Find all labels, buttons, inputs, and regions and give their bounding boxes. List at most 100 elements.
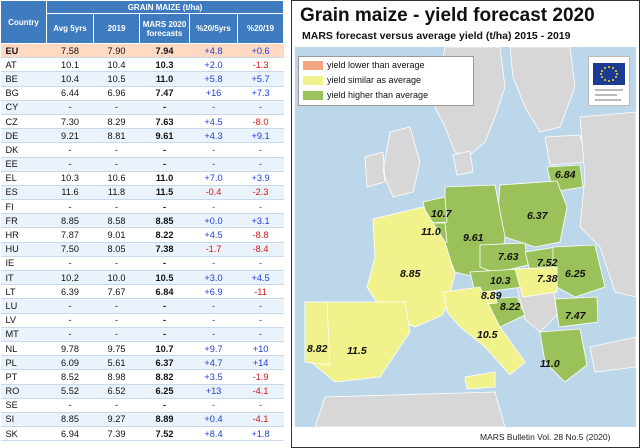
cell-forecast: 6.84 xyxy=(139,284,190,300)
cell-forecast: 10.3 xyxy=(139,57,190,73)
cell-avg-5yrs: 9.21 xyxy=(46,128,94,144)
cell-country: HU xyxy=(0,242,47,257)
cell-country: LT xyxy=(0,284,47,300)
cell-forecast: - xyxy=(139,142,190,158)
cell-pct-5yrs: - xyxy=(189,199,238,215)
cell-pct-5yrs: - xyxy=(189,157,238,172)
cell-pct-5yrs: +3.0 xyxy=(189,270,238,286)
table-row: CZ 7.30 8.29 7.63 +4.5 -8.0 xyxy=(0,114,284,130)
eastern-land xyxy=(579,111,636,298)
cell-avg-5yrs: 8.85 xyxy=(46,213,94,229)
table-row: ES 11.6 11.8 11.5 -0.4 -2.3 xyxy=(0,185,284,201)
table-row: HR 7.87 9.01 8.22 +4.5 -8.8 xyxy=(0,227,284,243)
cell-pct-19: +4.5 xyxy=(237,270,284,286)
cell-pct-19: -8.4 xyxy=(237,242,284,257)
cell-avg-5yrs: 10.4 xyxy=(46,71,94,87)
cell-y2019: - xyxy=(93,327,140,342)
table-row: PT 8.52 8.98 8.82 +3.5 -1.9 xyxy=(0,369,284,385)
cell-avg-5yrs: 8.85 xyxy=(46,412,94,428)
map-legend: yield lower than average yield similar a… xyxy=(298,56,474,106)
cell-pct-5yrs: - xyxy=(189,398,238,413)
cell-country: AT xyxy=(0,57,47,73)
table-body: EU 7.58 7.90 7.94 +4.8 +0.6 AT 10.1 10.4 10.3 +2.0… xyxy=(0,43,284,442)
cell-forecast: 8.85 xyxy=(139,213,190,229)
cell-country: CY xyxy=(0,100,47,115)
cell-pct-5yrs: +5.8 xyxy=(189,71,238,87)
cell-pct-5yrs: +2.0 xyxy=(189,57,238,73)
cell-pct-19: -4.1 xyxy=(237,384,284,399)
table-row: MT - - - - - xyxy=(0,327,284,342)
cell-y2019: - xyxy=(93,157,140,172)
group-header: GRAIN MAIZE (t/ha) xyxy=(45,0,285,14)
cell-pct-5yrs: +0.0 xyxy=(189,213,238,229)
cell-country: LV xyxy=(0,313,47,328)
cell-country: MT xyxy=(0,327,47,342)
cell-pct-19: -11 xyxy=(237,284,284,300)
cell-forecast: 6.37 xyxy=(139,355,190,371)
cell-pct-5yrs: +4.7 xyxy=(189,355,238,371)
legend-swatch-lower xyxy=(303,61,323,71)
table-row: LT 6.39 7.67 6.84 +6.9 -11 xyxy=(0,284,284,300)
cell-avg-5yrs: - xyxy=(46,142,94,158)
cell-forecast: - xyxy=(139,199,190,215)
table-row: CY - - - - - xyxy=(0,100,284,115)
cell-pct-5yrs: +7.0 xyxy=(189,171,238,186)
eu-flag-icon xyxy=(593,63,625,101)
col-header-pct-5yrs: %20/5yrs xyxy=(189,13,238,44)
cell-pct-5yrs: - xyxy=(189,298,238,314)
legend-label-lower: yield lower than average xyxy=(327,60,425,70)
legend-swatch-similar xyxy=(303,76,323,86)
table-row: LU - - - - - xyxy=(0,298,284,314)
table-row: IE - - - - - xyxy=(0,256,284,272)
greece-region xyxy=(539,328,588,383)
cell-avg-5yrs: 11.6 xyxy=(46,185,94,201)
cell-y2019: 7.39 xyxy=(93,426,140,442)
cell-y2019: 8.98 xyxy=(93,369,140,385)
cell-y2019: 10.4 xyxy=(93,57,140,73)
region-value-label: 8.22 xyxy=(500,301,521,313)
region-value-label: 10.3 xyxy=(490,275,511,287)
region-value-label: 6.84 xyxy=(555,169,576,181)
cell-y2019: 6.52 xyxy=(93,384,140,399)
cell-pct-5yrs: +0.4 xyxy=(189,412,238,428)
table-row: DK - - - - - xyxy=(0,142,284,158)
col-header-avg: Avg 5yrs xyxy=(46,13,94,44)
cell-forecast: 11.0 xyxy=(139,71,190,87)
col-header-pct-19: %20/19 xyxy=(236,13,285,44)
cell-pct-19: - xyxy=(237,157,284,172)
cell-avg-5yrs: 9.78 xyxy=(46,341,94,357)
cell-pct-19: -2.3 xyxy=(237,185,284,201)
cell-pct-19: -1.3 xyxy=(237,57,284,73)
cell-country: DE xyxy=(0,128,47,144)
legend-label-higher: yield higher than average xyxy=(327,90,429,100)
cell-y2019: 7.90 xyxy=(93,43,140,59)
table-row: SE - - - - - xyxy=(0,398,284,413)
table-row: RO 5.52 6.52 6.25 +13 -4.1 xyxy=(0,384,284,399)
region-value-label: 6.37 xyxy=(527,210,549,222)
col-header-forecast: MARS 2020 forecasts xyxy=(139,13,190,44)
cell-pct-5yrs: -1.7 xyxy=(189,242,238,257)
cell-pct-5yrs: +8.4 xyxy=(189,426,238,442)
cell-pct-5yrs: +16 xyxy=(189,86,238,101)
cell-forecast: - xyxy=(139,398,190,413)
cell-y2019: 7.67 xyxy=(93,284,140,300)
cell-y2019: 8.81 xyxy=(93,128,140,144)
cell-y2019: - xyxy=(93,100,140,115)
denmark-land xyxy=(452,150,474,176)
cell-forecast: 7.38 xyxy=(139,242,190,257)
cell-forecast: 8.82 xyxy=(139,369,190,385)
cell-pct-19: +3.1 xyxy=(237,213,284,229)
cell-y2019: 8.05 xyxy=(93,242,140,257)
cell-country: PT xyxy=(0,369,47,385)
cell-forecast: 10.7 xyxy=(139,341,190,357)
cell-y2019: 9.01 xyxy=(93,227,140,243)
north-africa-land xyxy=(314,391,506,427)
table-row: BG 6.44 6.96 7.47 +16 +7.3 xyxy=(0,86,284,101)
cell-pct-19: +10 xyxy=(237,341,284,357)
map-title: Grain maize - yield forecast 2020 xyxy=(300,5,595,26)
cell-pct-19: +1.8 xyxy=(237,426,284,442)
legend-swatch-higher xyxy=(303,91,323,101)
cell-pct-19: - xyxy=(237,142,284,158)
cell-avg-5yrs: - xyxy=(46,256,94,272)
cell-forecast: 11.5 xyxy=(139,185,190,201)
